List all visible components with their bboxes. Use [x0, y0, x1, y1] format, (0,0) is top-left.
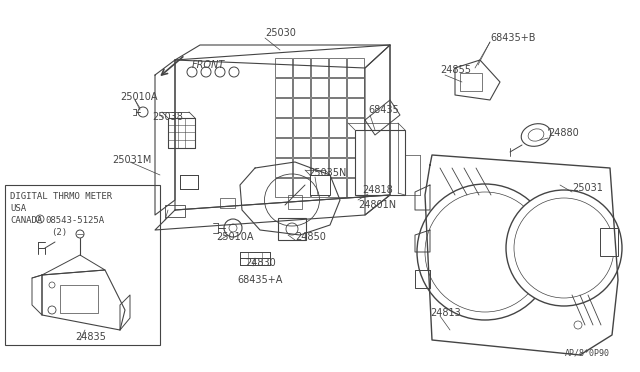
Bar	[275, 158, 292, 177]
Text: (2): (2)	[51, 228, 67, 237]
Text: AP/8*0P90: AP/8*0P90	[565, 349, 610, 358]
Bar	[220, 198, 235, 208]
Circle shape	[417, 184, 553, 320]
Text: 25010A: 25010A	[120, 92, 157, 102]
Bar	[347, 98, 364, 117]
Bar	[347, 118, 364, 137]
Bar	[347, 178, 364, 197]
Bar	[311, 138, 328, 157]
Bar	[329, 78, 346, 97]
Ellipse shape	[528, 129, 544, 141]
Bar	[600, 228, 618, 256]
Circle shape	[506, 190, 622, 306]
Bar	[355, 130, 405, 195]
Bar	[329, 118, 346, 137]
Bar	[60, 285, 98, 313]
Bar	[293, 178, 310, 197]
Bar	[278, 218, 306, 240]
Text: 68435+A: 68435+A	[237, 275, 282, 285]
Bar	[460, 73, 482, 91]
Bar	[293, 98, 310, 117]
Bar	[293, 78, 310, 97]
Bar	[311, 118, 328, 137]
Text: 24835: 24835	[75, 332, 106, 342]
Text: 24830: 24830	[245, 258, 276, 268]
Bar	[275, 118, 292, 137]
Text: 24801N: 24801N	[358, 200, 396, 210]
Text: 68435+B: 68435+B	[490, 33, 536, 43]
Bar	[275, 78, 292, 97]
Bar	[347, 158, 364, 177]
Bar	[329, 98, 346, 117]
Text: 25031M: 25031M	[112, 155, 152, 165]
Text: 25030: 25030	[265, 28, 296, 38]
Text: 24818: 24818	[362, 185, 393, 195]
Bar	[311, 58, 328, 77]
Bar	[293, 118, 310, 137]
Bar	[329, 158, 346, 177]
Bar	[311, 98, 328, 117]
Bar	[310, 175, 330, 195]
Bar	[329, 178, 346, 197]
Circle shape	[224, 219, 242, 237]
Text: 25035N: 25035N	[308, 168, 346, 178]
Text: 24850: 24850	[295, 232, 326, 242]
Text: 68435: 68435	[368, 105, 399, 115]
Text: USA: USA	[10, 204, 26, 213]
Bar	[293, 58, 310, 77]
Bar	[180, 175, 198, 189]
Bar	[293, 138, 310, 157]
Bar	[288, 195, 302, 209]
Bar	[347, 138, 364, 157]
Text: CANADA: CANADA	[10, 216, 42, 225]
Bar	[329, 138, 346, 157]
Bar	[165, 205, 185, 217]
Text: 24880: 24880	[548, 128, 579, 138]
Text: 25010A: 25010A	[216, 232, 253, 242]
Bar	[180, 175, 198, 189]
Text: S: S	[38, 217, 42, 221]
Text: 25038: 25038	[152, 112, 183, 122]
Bar	[275, 138, 292, 157]
Bar	[275, 98, 292, 117]
Bar	[329, 58, 346, 77]
Text: DIGITAL THRMO METER: DIGITAL THRMO METER	[10, 192, 112, 201]
Bar	[311, 178, 328, 197]
Text: 08543-5125A: 08543-5125A	[45, 216, 104, 225]
Bar	[311, 78, 328, 97]
Bar	[180, 175, 198, 189]
Bar	[5, 185, 160, 345]
Bar	[275, 58, 292, 77]
Text: 25031: 25031	[572, 183, 603, 193]
Bar	[293, 158, 310, 177]
Bar	[347, 58, 364, 77]
Text: 24813: 24813	[430, 308, 461, 318]
Text: 24855: 24855	[440, 65, 471, 75]
Bar	[347, 78, 364, 97]
Text: FRONT: FRONT	[192, 60, 225, 70]
Bar	[275, 178, 292, 197]
Bar	[311, 158, 328, 177]
Ellipse shape	[521, 124, 551, 146]
